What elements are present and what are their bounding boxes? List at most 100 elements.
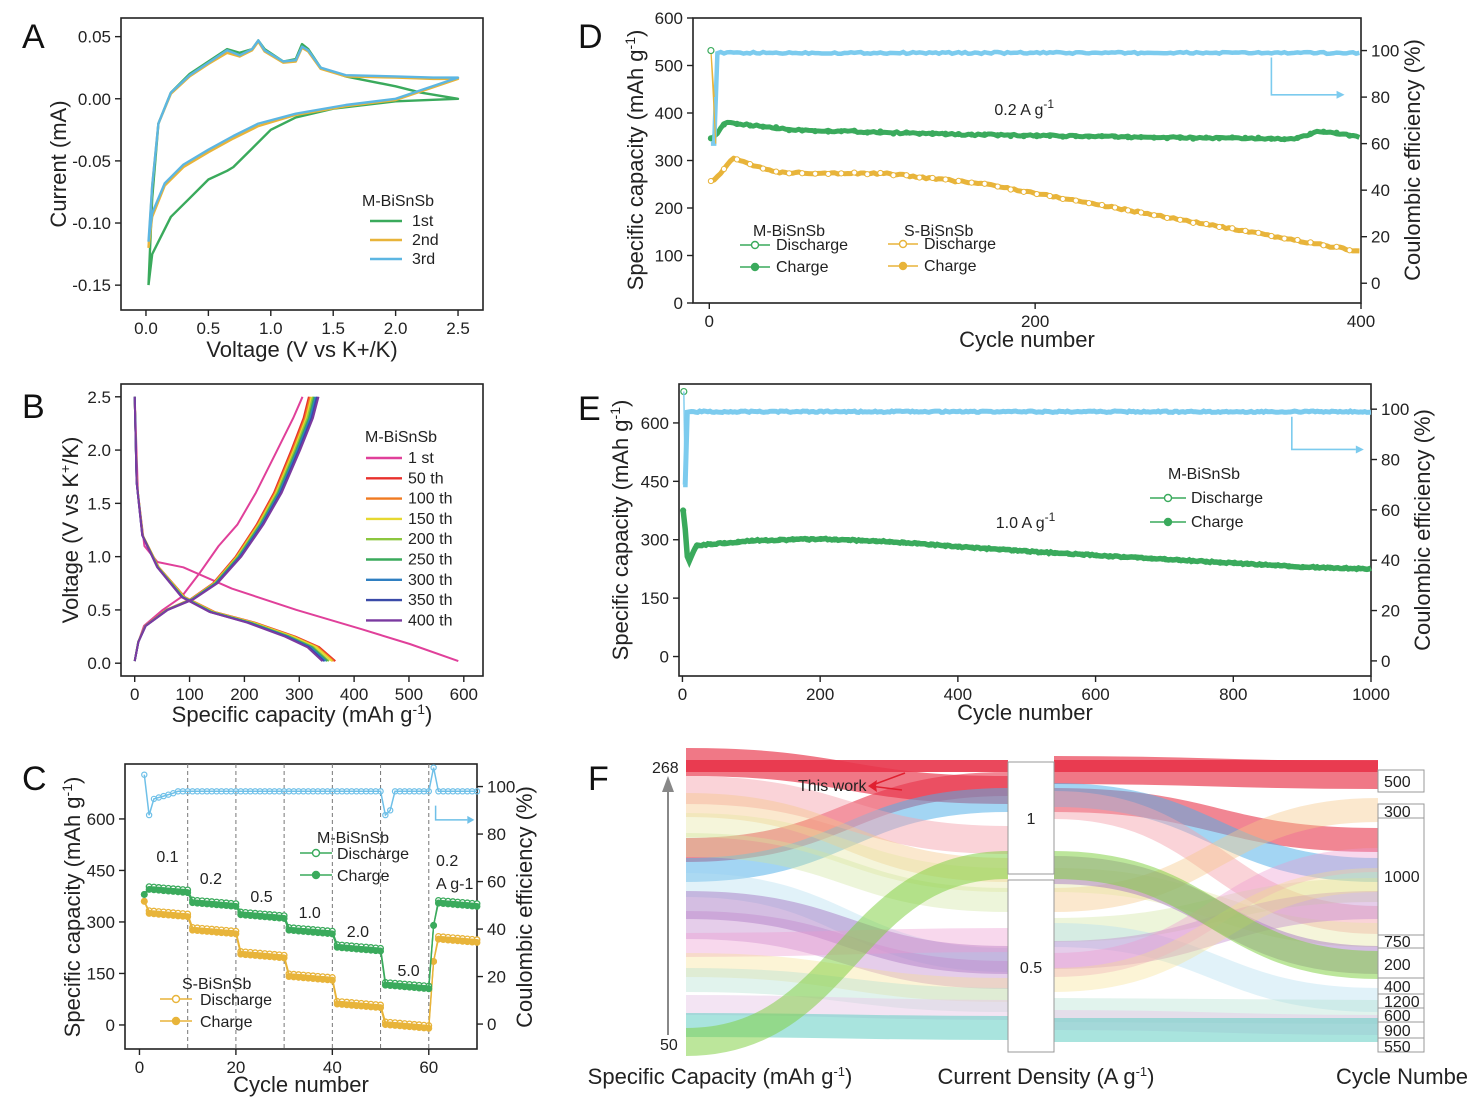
panel-d-s-capacity-point	[1255, 229, 1262, 236]
panel-b-ytick-label: 1.0	[87, 548, 111, 567]
panel-e-ce-arrowhead	[1355, 445, 1364, 454]
panel-b-charge-4	[133, 396, 314, 662]
panel-b-charge-0	[133, 396, 304, 662]
panel-d-s-capacity-point	[1150, 212, 1158, 219]
panel-e-capacity-point	[1024, 548, 1031, 555]
panel-d-y2label: Coulombic efficiency (%)	[1400, 39, 1425, 281]
panel-f-cycle-label: 1000	[1384, 869, 1420, 886]
panel-f-flow-right	[1053, 851, 1379, 979]
panel-f-cycle-node	[1377, 817, 1425, 936]
panel-b-ytick-label: 1.5	[87, 494, 111, 513]
panel-d-xtick-label: 200	[1021, 312, 1049, 331]
panel-e-ce-band	[682, 408, 1372, 488]
panel-f-sankey: Specific Capacity (mAh g-1) Current Dens…	[588, 748, 1468, 1089]
panel-e-capacity-point	[1217, 559, 1224, 566]
panel-f-flow-left	[685, 851, 1009, 1056]
panel-d-legend-label: Charge	[924, 258, 977, 275]
panel-e-xtick-label: 400	[944, 685, 972, 704]
panel-c-ytick-label: 600	[87, 810, 115, 829]
panel-f-cycle-label: 500	[1384, 774, 1411, 791]
panel-d-m-capacity-point	[1242, 134, 1249, 141]
panel-d-s-capacity-point	[851, 169, 858, 176]
panel-a-series-3rd	[147, 39, 460, 242]
panel-f-cycle-label: 300	[1384, 804, 1411, 821]
panel-b-discharge-8	[133, 396, 324, 662]
panel-e-capacity-point	[1354, 565, 1362, 572]
panel-d-m-capacity-point	[1124, 134, 1132, 141]
panel-a-ytick-label: 0.05	[78, 28, 111, 47]
panel-d-s-capacity-point	[955, 177, 962, 184]
panel-d-m-capacity-point	[1229, 134, 1236, 141]
panel-d-ytick-label: 300	[655, 152, 683, 171]
panel-f-cycle-node	[1377, 769, 1425, 793]
panel-d-m-capacity-point	[916, 130, 923, 137]
panel-d-s-capacity-point	[1346, 247, 1353, 254]
panel-d-s-capacity-point	[1320, 242, 1327, 249]
panel-f-axis-capacity: Specific Capacity (mAh g-1)	[588, 1064, 853, 1089]
panel-e-ce-arrow	[1291, 416, 1356, 451]
panel-d-y2tick-label: 20	[1371, 228, 1390, 247]
panel-d-y2tick-label: 100	[1371, 42, 1399, 61]
panel-c-rate-label: 0.2	[200, 871, 222, 888]
panel-d-m-capacity-point	[955, 130, 962, 138]
panel-e-y2tick-label: 80	[1381, 451, 1400, 470]
panel-d-ytick-label: 200	[655, 199, 683, 218]
panel-c-s-legend-chg-marker	[171, 1016, 181, 1026]
panel-c-xtick-label: 40	[323, 1058, 342, 1077]
panel-e-capacity-point	[859, 537, 866, 544]
panel-a-ytick-label: -0.15	[72, 276, 111, 295]
panel-d-m-capacity-point	[1294, 134, 1301, 142]
panel-d-m-capacity-point	[877, 128, 884, 135]
panel-b-ytick-label: 0.5	[87, 601, 111, 620]
panel-d-s-capacity-point	[772, 168, 780, 175]
panel-e-capacity-point	[790, 536, 797, 543]
panel-c-chart: Cycle number Specific capacity (mAh g-1)…	[59, 763, 537, 1097]
panel-c-y2label: Coulombic efficiency (%)	[512, 786, 537, 1028]
panel-b-charge-6	[133, 396, 317, 662]
panel-d-s-capacity-point	[864, 171, 871, 178]
panel-d-legend-label: Charge	[776, 259, 829, 276]
panel-d-s-capacity-point	[1177, 216, 1184, 223]
panel-e-capacity-point	[1065, 550, 1072, 557]
panel-e-capacity-point	[707, 541, 714, 548]
panel-d-s-capacity-point	[707, 177, 715, 185]
panel-e-xtick-label: 600	[1081, 685, 1109, 704]
panel-e-capacity-point	[955, 543, 962, 550]
panel-b-legend-label: 300 th	[408, 572, 452, 589]
panel-e-capacity-point	[1230, 560, 1238, 567]
panel-f-cycle-label: 1200	[1384, 994, 1420, 1011]
panel-f-this-work-band-right	[1054, 760, 1378, 772]
panel-c-rate-label: 0.1	[156, 849, 178, 866]
panel-d-m-capacity-point	[903, 129, 910, 136]
panel-e-capacity-point	[1258, 561, 1265, 568]
panel-e-ytick-label: 450	[641, 472, 669, 491]
panel-b-xtick-label: 600	[450, 685, 478, 704]
panel-d-s-capacity-point	[1294, 236, 1301, 244]
panel-e-capacity-point	[1327, 564, 1334, 571]
panel-e-y2tick-label: 60	[1381, 501, 1400, 520]
panel-d-legend-marker	[898, 239, 908, 249]
panel-f-flow-left	[685, 772, 1009, 862]
panel-e-capacity-point	[1010, 547, 1017, 554]
panel-e-capacity-point	[996, 546, 1003, 553]
panel-d-xtick-label: 400	[1347, 312, 1375, 331]
panel-c-y2tick-label: 80	[487, 825, 506, 844]
panel-f-flow-left	[685, 788, 1009, 882]
panel-a-legend-title: M-BiSnSb	[362, 193, 434, 210]
panel-e-legend-label: Charge	[1191, 514, 1244, 531]
panel-e-y2label: Coulombic efficiency (%)	[1410, 409, 1435, 651]
panel-d-s-capacity-point	[1085, 200, 1093, 207]
panel-d-xlabel: Cycle number	[959, 327, 1095, 352]
panel-d-s-capacity-point	[733, 156, 741, 163]
panel-e-capacity-point	[886, 538, 893, 545]
panel-e-y2tick-label: 40	[1381, 551, 1400, 570]
panel-d-m-capacity-point	[1111, 133, 1119, 140]
panel-d-ce-band	[710, 49, 1360, 146]
panel-d-m-capacity-point	[1137, 133, 1145, 141]
panel-d-m-capacity-point	[929, 130, 936, 137]
panel-e-frame	[678, 383, 1372, 677]
panel-d-s-capacity-point	[1307, 239, 1314, 246]
panel-b-xtick-label: 200	[230, 685, 258, 704]
panel-a-xtick-label: 1.0	[259, 319, 283, 338]
